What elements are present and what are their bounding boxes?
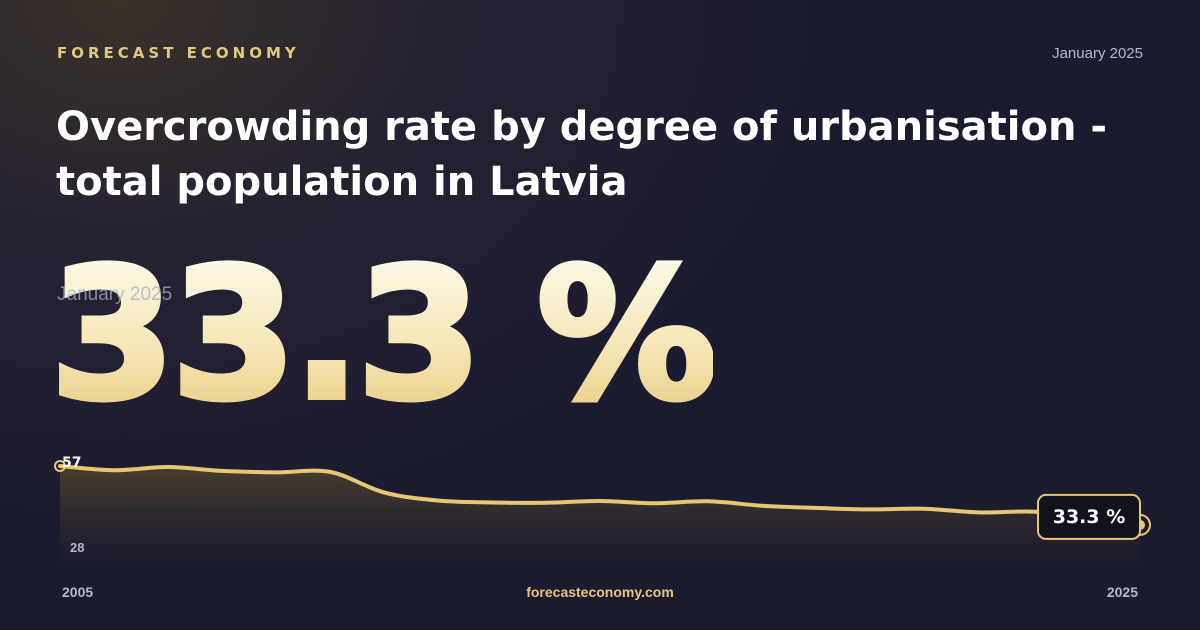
end-value-box xyxy=(1037,493,1141,540)
chart-title: Overcrowding rate by degree of urbanisat… xyxy=(56,104,1107,205)
data-point-2021 xyxy=(922,507,926,511)
end-value-label: 33.3 % xyxy=(1053,506,1126,528)
series-line xyxy=(58,464,1142,527)
data-point-2015 xyxy=(598,499,602,503)
series-area xyxy=(60,466,1140,564)
headline-value: 33.3 % xyxy=(47,231,720,440)
data-point-2006 xyxy=(112,468,116,472)
data-point-2014 xyxy=(544,501,548,505)
data-point-2012 xyxy=(436,499,440,503)
data-point-2019 xyxy=(814,506,818,510)
data-point-2020 xyxy=(868,507,872,511)
trend-chart: 57 28 33.3 % xyxy=(54,455,1151,564)
data-point-2016 xyxy=(652,501,656,505)
data-point-2007 xyxy=(166,465,170,469)
data-point-2017 xyxy=(706,499,710,503)
x-tick-label-start: 2005 xyxy=(62,584,94,600)
data-point-2018 xyxy=(760,504,764,508)
footer-site[interactable]: forecasteconomy.com xyxy=(526,584,674,600)
data-point-2009 xyxy=(274,470,278,474)
x-tick-label-end: 2025 xyxy=(1106,584,1138,600)
start-marker xyxy=(54,460,66,472)
y-tick-label-min: 28 xyxy=(70,540,84,555)
header-date: January 2025 xyxy=(1052,45,1143,62)
data-point-2008 xyxy=(220,469,224,473)
data-point-2023 xyxy=(1030,510,1034,514)
data-point-2010 xyxy=(328,470,332,474)
data-point-2022 xyxy=(976,510,980,514)
y-tick-label-max: 57 xyxy=(62,455,81,471)
brand-name: FORECAST ECONOMY xyxy=(57,44,300,62)
headline-date: January 2025 xyxy=(57,284,173,305)
data-point-2011 xyxy=(382,490,386,494)
data-point-2013 xyxy=(490,500,494,504)
